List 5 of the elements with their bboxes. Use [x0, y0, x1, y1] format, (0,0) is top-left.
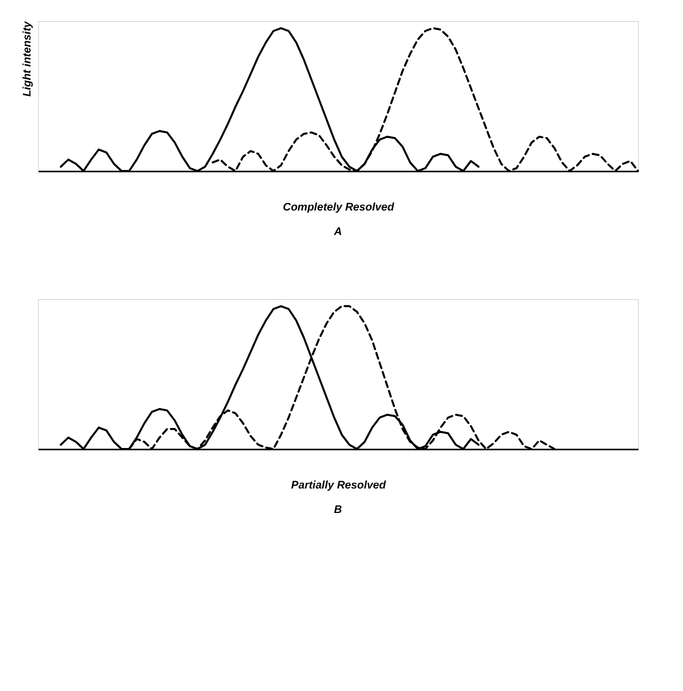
x-axis-title: Completely Resolved: [282, 202, 394, 214]
y-axis-title: Light intensity: [22, 20, 34, 97]
text: B: [334, 504, 342, 516]
x-axis-title: Partially Resolved: [291, 480, 386, 492]
text: A: [333, 226, 342, 238]
